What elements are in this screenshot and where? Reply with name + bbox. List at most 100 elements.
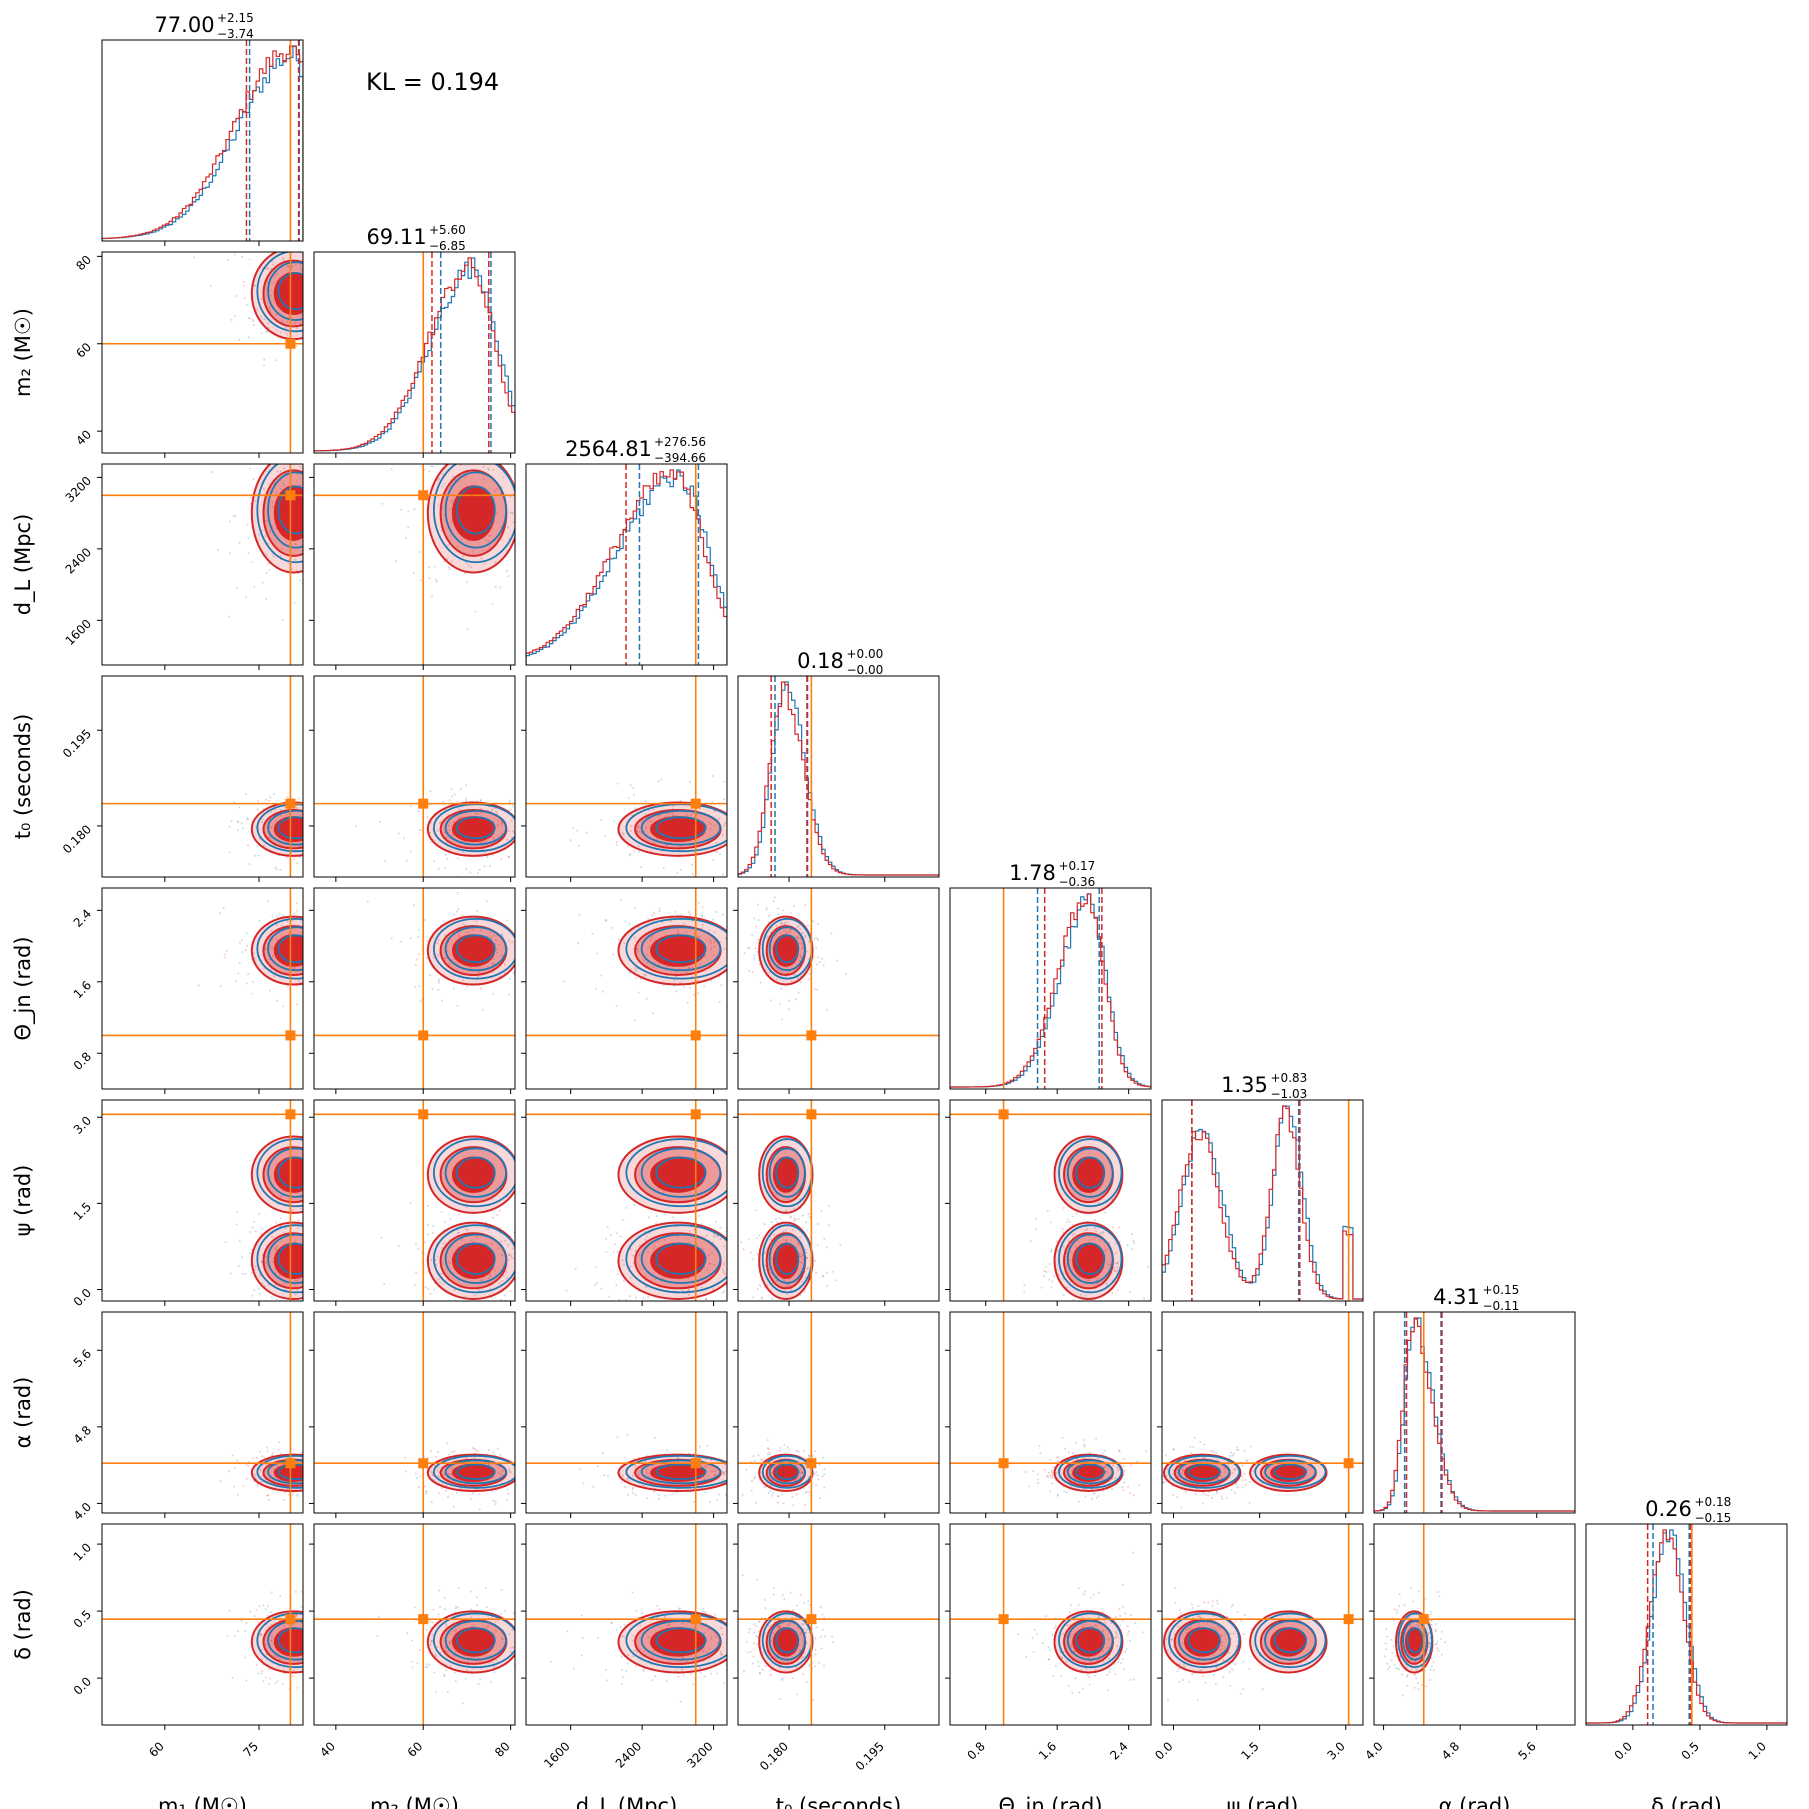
scatter-point [330,1493,332,1495]
scatter-point [324,1216,326,1218]
scatter-point [596,952,599,955]
scatter-point [1084,1495,1087,1498]
scatter-point [1070,1485,1073,1488]
scatter-point [430,1500,433,1503]
scatter-point [1114,1262,1117,1265]
panel-frame [101,675,304,878]
scatter-point [1050,1476,1053,1479]
scatter-point [646,1497,649,1500]
scatter-point [297,1278,300,1281]
scatter-point [259,1469,262,1472]
scatter-point [498,1282,501,1285]
scatter-point [729,1463,731,1465]
scatter-point [605,1238,608,1241]
y-tick-label-2-1: 2400 [63,545,94,576]
y-tick-label-6-0: 4.0 [71,1500,94,1523]
scatter-point [808,940,811,943]
scatter-point [780,987,783,990]
scatter-point [374,956,376,958]
scatter-point [677,1457,680,1460]
scatter-point [452,821,455,824]
scatter-point [629,829,632,832]
scatter-point [279,1217,282,1220]
scatter-point [457,1213,460,1216]
scatter-point [476,871,479,874]
scatter-point [1086,1228,1089,1231]
scatter-point [429,974,432,977]
scatter-point [491,808,494,811]
scatter-point [437,981,440,984]
scatter-point [507,939,510,942]
scatter-point [652,808,655,811]
scatter-point [475,1236,478,1239]
scatter-point [429,1293,432,1296]
scatter-point [799,954,802,957]
scatter-point [335,952,337,954]
scatter-point [426,816,429,819]
scatter-point [652,841,655,844]
scatter-point [245,596,248,599]
scatter-point [709,1262,712,1265]
scatter-point [732,1465,734,1467]
scatter-point [325,966,327,968]
scatter-point [498,943,501,946]
scatter-point [274,866,277,869]
scatter-point [300,931,303,934]
scatter-point [628,1265,631,1268]
scatter-point [1143,1464,1145,1466]
scatter-point [431,465,434,468]
scatter-point [427,1456,430,1459]
scatter-point [605,919,608,922]
scatter-point [298,322,301,325]
contour-a-0-1 [768,926,806,972]
scatter-point [604,918,607,921]
scatter-point [619,1235,622,1238]
scatter-point [414,1472,417,1475]
scatter-point [520,830,522,832]
scatter-point [713,1235,716,1238]
scatter-point [1049,1458,1052,1461]
scatter-point [797,1218,800,1221]
scatter-point [496,823,499,826]
scatter-point [429,821,432,824]
scatter-point [277,1203,280,1206]
scatter-point [316,334,318,336]
scatter-point [696,813,699,816]
scatter-point [269,947,272,950]
scatter-point [537,1472,539,1474]
scatter-point [342,957,344,959]
scatter-point [648,1216,651,1219]
scatter-point [327,510,329,512]
scatter-point [307,334,309,336]
scatter-point [491,962,494,965]
scatter-point [662,984,665,987]
scatter-point [227,259,230,262]
scatter-point [442,1474,445,1477]
scatter-point [275,273,278,276]
scatter-point [492,992,495,995]
scatter-point [1044,1468,1047,1471]
scatter-point [569,839,572,842]
scatter-point [816,1243,819,1246]
scatter-point [257,854,260,857]
scatter-point [303,830,305,832]
scatter-point [308,977,310,979]
scatter-point [418,1485,421,1488]
scatter-point [444,934,447,937]
scatter-point [1048,1263,1051,1266]
scatter-point [448,1473,451,1476]
scatter-point [320,423,322,425]
scatter-point [508,977,511,980]
scatter-point [801,1471,804,1474]
scatter-point [490,439,492,441]
scatter-point [321,942,323,944]
scatter-point [470,436,472,438]
scatter-point [276,1244,279,1247]
panel-frame [949,887,1152,1090]
scatter-point [209,285,212,288]
scatter-point [315,917,317,919]
scatter-point [1075,1245,1078,1248]
scatter-point [1117,1469,1120,1472]
contour-a-0-1 [267,1459,303,1485]
scatter-point [751,1479,754,1482]
